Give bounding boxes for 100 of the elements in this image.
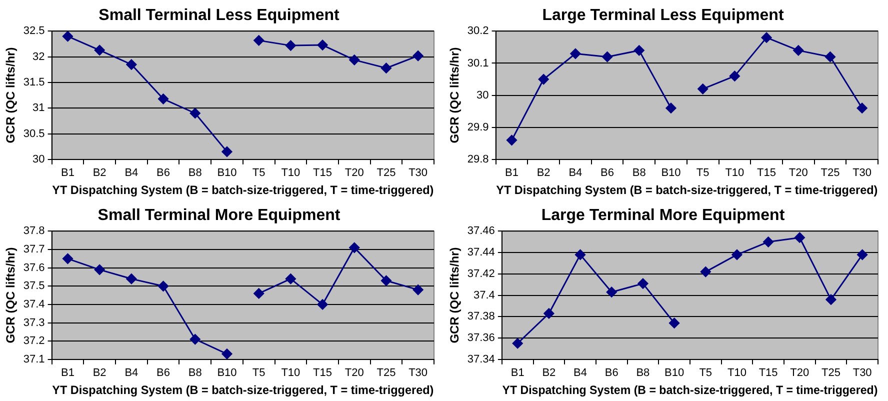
x-tick-label: T30 xyxy=(852,367,872,380)
x-tick-label: B6 xyxy=(604,367,618,380)
point xyxy=(698,84,708,94)
point xyxy=(94,44,105,56)
x-tick-label: B10 xyxy=(217,167,237,180)
x-tick-label: T20 xyxy=(344,167,364,180)
y-tick-label: 37.1 xyxy=(23,353,45,366)
point xyxy=(126,59,137,70)
chart-title: Large Terminal More Equipment xyxy=(541,207,786,224)
x-tick-label: T15 xyxy=(757,167,776,180)
y-tick-label: 30 xyxy=(476,89,489,102)
y-tick-label: 37.34 xyxy=(467,353,495,366)
y-tick-label: 37.2 xyxy=(23,335,45,348)
y-tick-label: 31 xyxy=(32,102,45,114)
x-tick-label: B8 xyxy=(188,167,202,180)
x-tick-label: B2 xyxy=(92,367,106,380)
y-tick-label: 37.46 xyxy=(467,225,495,238)
x-tick-label: B4 xyxy=(574,367,588,380)
point xyxy=(317,40,328,50)
point xyxy=(62,31,73,42)
point xyxy=(190,334,200,345)
point xyxy=(190,108,200,118)
x-tick-label: B2 xyxy=(542,367,556,380)
y-tick-label: 37.6 xyxy=(23,262,45,274)
point xyxy=(222,348,232,360)
x-tick-label: T20 xyxy=(344,367,364,380)
point xyxy=(824,52,836,62)
x-tick-label: B2 xyxy=(92,167,106,180)
y-tick-label: 32.5 xyxy=(23,25,45,38)
point xyxy=(538,74,549,85)
point xyxy=(602,52,613,62)
x-axis-title: YT Dispatching System (B = batch-size-triggered, T = time-triggered) xyxy=(52,383,434,398)
x-tick-label: T10 xyxy=(725,167,744,180)
x-tick-label: B1 xyxy=(61,367,74,380)
x-tick-label: B6 xyxy=(156,367,170,380)
x-tick-label: T30 xyxy=(852,167,872,180)
y-tick-label: 32 xyxy=(32,50,45,63)
point xyxy=(606,286,617,298)
x-axis-title: YT Dispatching System (B = batch-size-triggered, T = time-triggered) xyxy=(502,384,878,398)
point xyxy=(669,318,680,328)
x-tick-label: T5 xyxy=(252,367,266,380)
x-tick-label: T25 xyxy=(820,167,840,180)
y-tick-label: 31.5 xyxy=(23,76,45,89)
point xyxy=(349,54,360,66)
point xyxy=(349,242,360,253)
point xyxy=(158,280,169,292)
y-tick-label: 37.5 xyxy=(23,280,45,292)
point xyxy=(285,274,296,284)
point xyxy=(794,232,805,243)
x-tick-label: T10 xyxy=(281,367,300,380)
x-tick-label: B8 xyxy=(632,167,646,180)
point xyxy=(317,299,328,310)
point xyxy=(729,70,740,82)
y-tick-label: 37.44 xyxy=(467,246,495,259)
point xyxy=(94,264,105,275)
x-tick-label: T20 xyxy=(790,367,810,380)
y-tick-label: 37.42 xyxy=(467,268,495,280)
point xyxy=(285,40,296,51)
x-tick-label: B2 xyxy=(536,167,550,180)
x-tick-label: B1 xyxy=(505,167,518,180)
x-tick-label: B6 xyxy=(600,167,614,180)
x-tick-label: B1 xyxy=(510,367,524,380)
x-tick-label: T15 xyxy=(313,167,332,180)
point xyxy=(856,102,868,114)
y-axis-title: GCR (QC lifts/hr) xyxy=(448,47,462,144)
point xyxy=(857,249,868,260)
point xyxy=(506,134,517,146)
chart-title: Large Terminal Less Equipment xyxy=(542,7,784,24)
y-tick-label: 37.38 xyxy=(467,310,495,323)
point xyxy=(634,45,644,56)
x-tick-label: B10 xyxy=(217,367,237,380)
y-tick-label: 30 xyxy=(32,153,45,166)
point xyxy=(222,146,232,157)
x-tick-label: T25 xyxy=(822,367,840,380)
x-tick-label: B10 xyxy=(661,167,681,180)
x-tick-label: B4 xyxy=(124,367,138,380)
point xyxy=(575,249,586,260)
point xyxy=(412,284,424,296)
point xyxy=(512,338,523,349)
point xyxy=(826,294,836,305)
y-axis-title: GCR (QC lifts/hr) xyxy=(448,247,462,344)
point xyxy=(544,308,554,319)
x-tick-label: B4 xyxy=(124,167,138,180)
y-tick-label: 37.36 xyxy=(467,332,495,344)
y-tick-label: 29.9 xyxy=(467,121,489,134)
chart-title: Small Terminal Less Equipment xyxy=(98,7,340,24)
x-tick-label: T15 xyxy=(758,367,778,380)
x-tick-label: T25 xyxy=(376,367,396,380)
y-axis-title: GCR (QC lifts/hr) xyxy=(4,247,18,344)
point xyxy=(380,275,392,286)
point xyxy=(700,266,711,278)
x-tick-label: B1 xyxy=(61,167,74,180)
y-tick-label: 37.4 xyxy=(474,289,495,302)
point xyxy=(412,50,424,62)
chart-title: Small Terminal More Equipment xyxy=(98,207,341,224)
x-tick-label: B10 xyxy=(664,367,684,380)
x-tick-label: T5 xyxy=(699,367,712,380)
point xyxy=(666,102,676,114)
x-tick-label: T25 xyxy=(376,167,396,180)
y-tick-label: 30.2 xyxy=(467,25,489,38)
